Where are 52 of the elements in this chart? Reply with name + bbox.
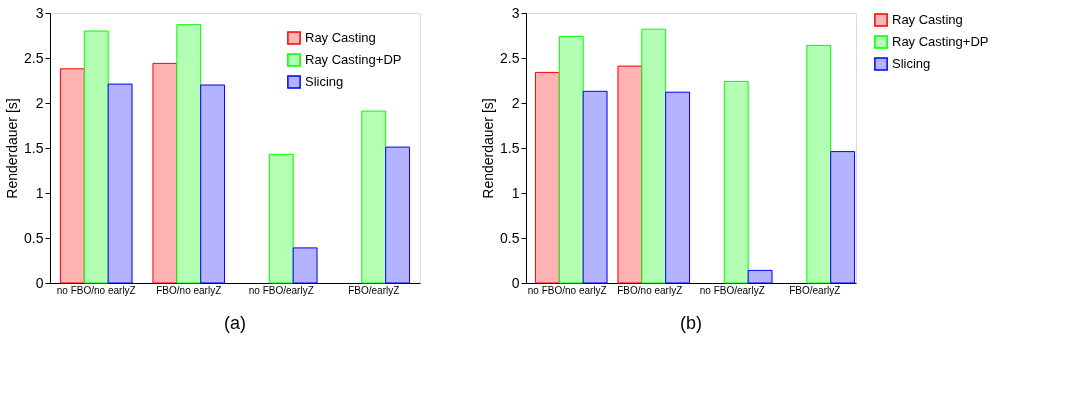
legend-label: Ray Casting	[305, 30, 376, 45]
legend-label: Slicing	[305, 74, 344, 89]
y-tick-label: 2.5	[24, 49, 44, 66]
y-tick-label: 0.5	[24, 229, 44, 246]
bar	[558, 35, 584, 284]
bar	[665, 91, 691, 284]
bar	[617, 65, 643, 284]
y-tick-label: 1	[511, 184, 520, 201]
bar	[152, 62, 178, 284]
text: (a)	[224, 313, 246, 333]
x-tick-label: no FBO/earlyZ	[248, 284, 314, 296]
y-tick-label: 2	[511, 94, 520, 111]
x-tick-label: no FBO/earlyZ	[699, 284, 765, 296]
y-tick-label: 2	[35, 94, 44, 111]
bar	[723, 80, 749, 284]
bar	[176, 24, 202, 284]
y-axis-title: Renderdauer [s]	[4, 98, 21, 199]
legend-label: Ray Casting	[892, 12, 963, 27]
x-tick-label: FBO/earlyZ	[348, 284, 400, 296]
bar	[582, 90, 608, 284]
y-tick-label: 1.5	[500, 139, 520, 156]
y-tick-label: 0.5	[500, 229, 520, 246]
bar	[385, 146, 411, 284]
legend-label: Slicing	[892, 56, 931, 71]
y-tick-label: 2.5	[500, 49, 520, 66]
text: (b)	[680, 313, 702, 333]
y-tick-label: 1	[35, 184, 44, 201]
legend-label: Ray Casting+DP	[305, 52, 402, 67]
bar	[200, 84, 226, 284]
bar	[641, 28, 667, 284]
bar	[83, 30, 109, 284]
y-tick-label: 0	[35, 274, 44, 291]
bar	[806, 44, 832, 284]
y-tick-label: 0	[511, 274, 520, 291]
y-tick-label: 3	[35, 4, 44, 21]
bar	[107, 83, 133, 284]
x-tick-label: FBO/earlyZ	[789, 284, 841, 296]
x-tick-label: no FBO/no earlyZ	[527, 284, 607, 296]
y-axis-title: Renderdauer [s]	[480, 98, 497, 199]
bar	[59, 68, 85, 284]
x-tick-label: FBO/no earlyZ	[156, 284, 222, 296]
bar	[361, 110, 387, 284]
legend-label: Ray Casting+DP	[892, 34, 989, 49]
y-tick-label: 3	[511, 4, 520, 21]
bar	[292, 247, 318, 284]
x-tick-label: FBO/no earlyZ	[617, 284, 683, 296]
bar	[534, 71, 560, 284]
bar	[747, 269, 773, 284]
y-tick-label: 1.5	[24, 139, 44, 156]
x-tick-label: no FBO/no earlyZ	[56, 284, 136, 296]
bar	[268, 153, 294, 284]
bar	[830, 151, 856, 284]
